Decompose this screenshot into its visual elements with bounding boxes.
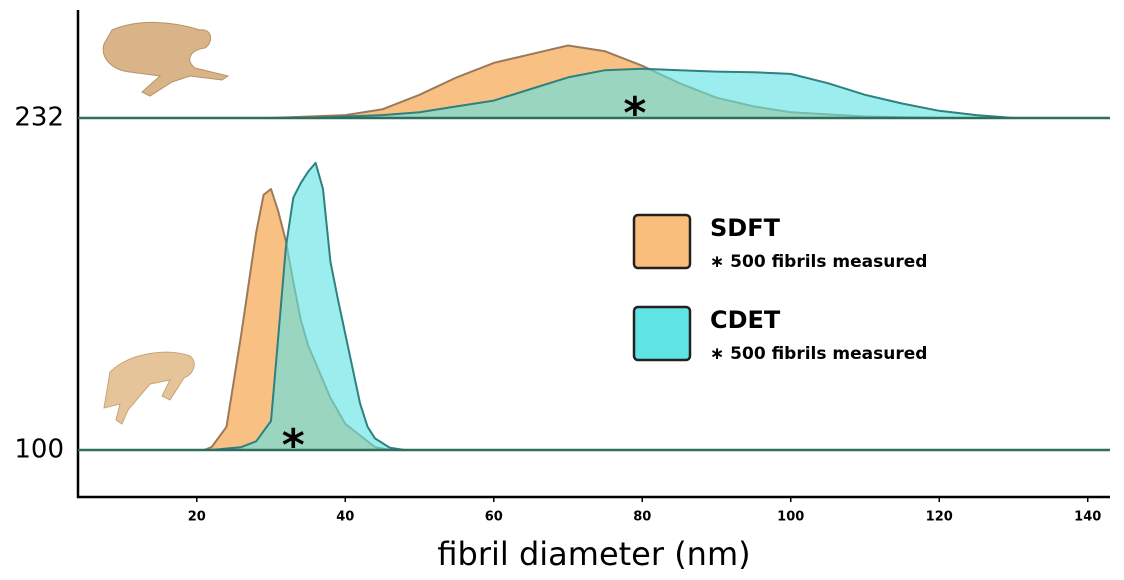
significance-marker: *: [282, 420, 305, 471]
x-tick-label: 140: [1074, 510, 1101, 525]
legend-swatch: [632, 213, 692, 270]
fetus-icon: [103, 351, 195, 425]
legend-label: CDET: [710, 306, 781, 334]
density-area: [307, 67, 1015, 119]
x-tick-label: 80: [633, 510, 651, 525]
legend-swatch: [632, 305, 692, 362]
y-tick-label: 100: [14, 435, 64, 465]
significance-marker: *: [623, 88, 646, 139]
x-tick-label: 60: [485, 510, 503, 525]
legend-label: SDFT: [710, 214, 781, 242]
legend-note: ∗ 500 fibrils measured: [710, 252, 927, 272]
x-tick-label: 100: [777, 510, 804, 525]
x-tick-label: 40: [336, 510, 354, 525]
y-tick-label: 232: [14, 103, 64, 133]
x-axis-label: fibril diameter (nm): [437, 535, 750, 573]
x-tick-label: 120: [926, 510, 953, 525]
legend-note: ∗ 500 fibrils measured: [710, 344, 927, 364]
x-tick-label: 20: [188, 510, 206, 525]
density-area: [210, 161, 406, 451]
foal-icon: [102, 22, 230, 97]
